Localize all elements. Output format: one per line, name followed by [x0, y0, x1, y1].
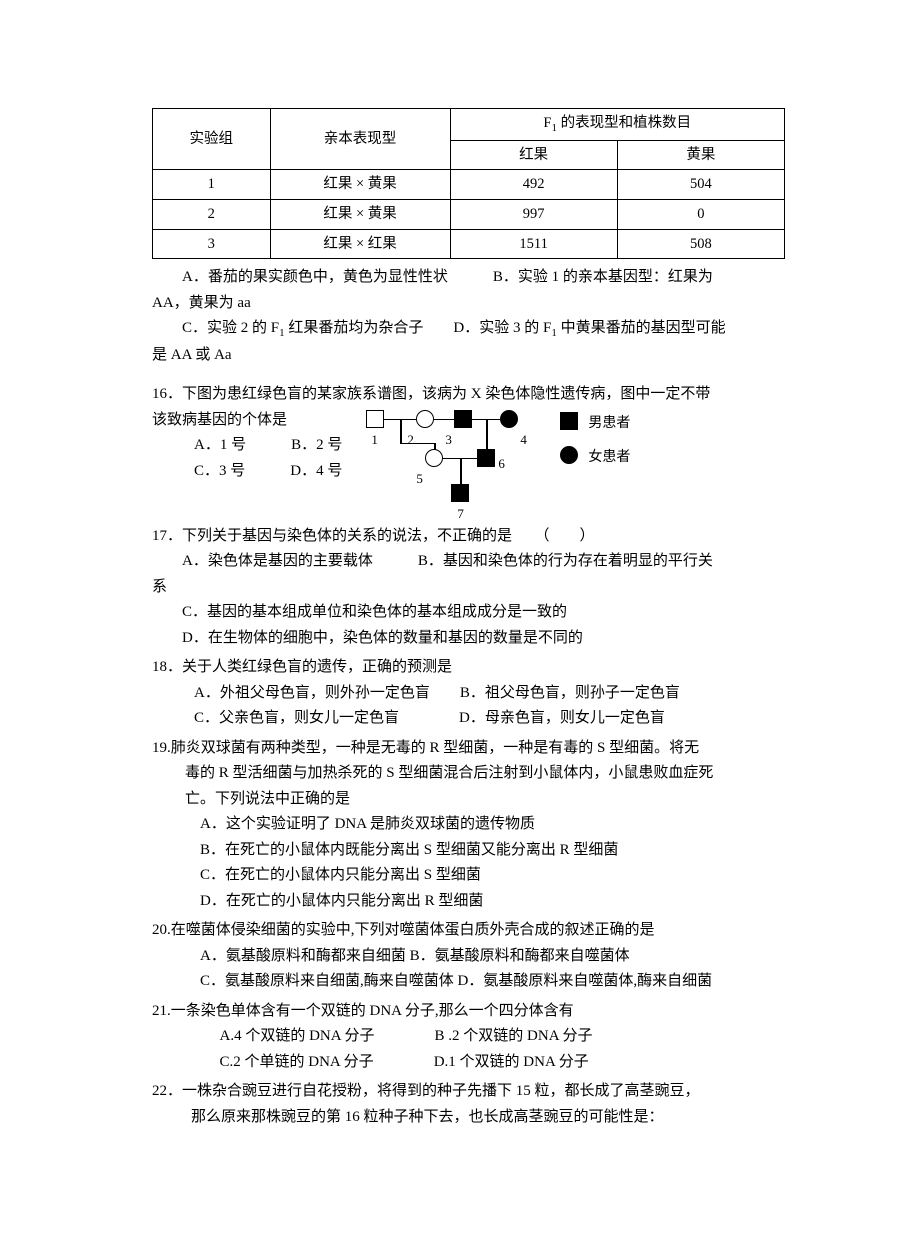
opt-a: A．番茄的果实颜色中，黄色为显性性状: [182, 269, 448, 285]
pedigree-label: 6: [498, 453, 505, 475]
opt-d: D．在生物体的细胞中，染色体的数量和基因的数量是不同的: [152, 626, 785, 652]
col-header-red: 红果: [450, 140, 617, 170]
question-17: 17．下列关于基因与染色体的关系的说法，不正确的是 （ ） A．染色体是基因的主…: [152, 524, 785, 652]
opt-b: B．基因和染色体的行为存在着明显的平行关: [418, 553, 713, 569]
opt-c: C．基因的基本组成单位和染色体的基本组成成分是一致的: [152, 600, 785, 626]
opt-d: D．在死亡的小鼠体内只能分离出 R 型细菌: [152, 889, 785, 915]
q18-stem: 18．关于人类红绿色盲的遗传，正确的预测是: [152, 655, 785, 681]
table-row: 2 红果 × 黄果 997 0: [153, 199, 785, 229]
opt-a: A．这个实验证明了 DNA 是肺炎双球菌的遗传物质: [152, 812, 785, 838]
data-table: 实验组 亲本表现型 F1 的表现型和植株数目 红果 黄果 1 红果 × 黄果 4…: [152, 108, 785, 259]
pedigree-diagram: 1 2 3 4 5 6 7: [360, 406, 670, 516]
opt-b: B．2 号: [291, 437, 342, 453]
pedigree-male-1: [366, 410, 384, 428]
q16-stem: 16．下图为患红绿色盲的某家族系谱图，该病为 X 染色体隐性遗传病，图中一定不带: [152, 382, 785, 408]
opt-a: A．氨基酸原料和酶都来自细菌: [200, 948, 406, 964]
q17-stem: 17．下列关于基因与染色体的关系的说法，不正确的是 （ ）: [152, 524, 785, 550]
legend-male-icon: [560, 412, 578, 430]
legend-female: 女患者: [588, 446, 630, 470]
question-15-options: A．番茄的果实颜色中，黄色为显性性状 B．实验 1 的亲本基因型：红果为 AA，…: [152, 265, 785, 368]
pedigree-male-7: [451, 484, 469, 502]
pedigree-female-2: [416, 410, 434, 428]
pedigree-label: 3: [445, 429, 452, 451]
pedigree-label: 2: [407, 429, 414, 451]
pedigree-label: 7: [457, 503, 464, 525]
q19-stem2: 毒的 R 型活细菌与加热杀死的 S 型细菌混合后注射到小鼠体内，小鼠患败血症死: [152, 761, 785, 787]
q20-stem: 20.在噬菌体侵染细菌的实验中,下列对噬菌体蛋白质外壳合成的叙述正确的是: [152, 918, 785, 944]
pedigree-label: 1: [371, 429, 378, 451]
opt-b: B．实验 1 的亲本基因型：红果为: [493, 269, 713, 285]
opt-d: D．氨基酸原料来自噬菌体,酶来自细菌: [458, 973, 713, 989]
question-21: 21.一条染色单体含有一个双链的 DNA 分子,那么一个四分体含有 A.4 个双…: [152, 999, 785, 1076]
opt-a: A．外祖父母色盲，则外孙一定色盲: [194, 685, 430, 701]
q19-stem3: 亡。下列说法中正确的是: [152, 787, 785, 813]
opt-d: D．4 号: [290, 463, 342, 479]
opt-c: C．3 号: [194, 463, 245, 479]
legend-female-icon: [560, 446, 578, 464]
col-header-yellow: 黄果: [617, 140, 784, 170]
opt-b: B．在死亡的小鼠体内既能分离出 S 型细菌又能分离出 R 型细菌: [152, 838, 785, 864]
opt-c: C.2 个单链的 DNA 分子: [220, 1054, 374, 1070]
pedigree-label: 5: [416, 468, 423, 490]
opt-c: C．氨基酸原料来自细菌,酶来自噬菌体: [200, 973, 454, 989]
opt-b: B．祖父母色盲，则孙子一定色盲: [460, 685, 680, 701]
question-19: 19.肺炎双球菌有两种类型，一种是无毒的 R 型细菌，一种是有毒的 S 型细菌。…: [152, 736, 785, 915]
opt-c: C．在死亡的小鼠体内只能分离出 S 型细菌: [152, 863, 785, 889]
question-22: 22．一株杂合豌豆进行自花授粉，将得到的种子先播下 15 粒，都长成了高茎豌豆，…: [152, 1079, 785, 1130]
q19-stem1: 19.肺炎双球菌有两种类型，一种是无毒的 R 型细菌，一种是有毒的 S 型细菌。…: [152, 736, 785, 762]
pedigree-label: 4: [520, 429, 527, 451]
q16-stem2: 该致病基因的个体是: [152, 408, 342, 434]
q22-stem2: 那么原来那株豌豆的第 16 粒种子种下去，也长成高茎豌豆的可能性是：: [152, 1105, 785, 1131]
opt-d: D．母亲色盲，则女儿一定色盲: [459, 710, 665, 726]
legend-male: 男患者: [588, 412, 630, 436]
opt-d-cont: 是 AA 或 Aa: [152, 343, 785, 369]
pedigree-female-5: [425, 449, 443, 467]
opt-c: C．实验 2 的 F1 红果番茄均为杂合子: [182, 320, 423, 336]
pedigree-male-6: [477, 449, 495, 467]
pedigree-male-3: [454, 410, 472, 428]
opt-a: A．1 号: [194, 437, 246, 453]
question-20: 20.在噬菌体侵染细菌的实验中,下列对噬菌体蛋白质外壳合成的叙述正确的是 A．氨…: [152, 918, 785, 995]
opt-d: D．实验 3 的 F1 中黄果番茄的基因型可能: [453, 320, 725, 336]
opt-d: D.1 个双链的 DNA 分子: [434, 1054, 589, 1070]
opt-a: A.4 个双链的 DNA 分子: [220, 1028, 375, 1044]
table-row: 1 红果 × 黄果 492 504: [153, 170, 785, 200]
opt-b-cont: AA，黄果为 aa: [152, 291, 785, 317]
col-header-parent: 亲本表现型: [270, 109, 450, 170]
opt-b-cont: 系: [152, 575, 785, 601]
question-18: 18．关于人类红绿色盲的遗传，正确的预测是 A．外祖父母色盲，则外孙一定色盲 B…: [152, 655, 785, 732]
opt-b: B．氨基酸原料和酶都来自噬菌体: [410, 948, 630, 964]
col-header-group: 实验组: [153, 109, 271, 170]
opt-c: C．父亲色盲，则女儿一定色盲: [194, 710, 399, 726]
pedigree-female-4: [500, 410, 518, 428]
col-header-f1: F1 的表现型和植株数目: [450, 109, 785, 141]
opt-b: B .2 个双链的 DNA 分子: [435, 1028, 593, 1044]
table-row: 3 红果 × 红果 1511 508: [153, 229, 785, 259]
opt-a: A．染色体是基因的主要载体: [182, 553, 373, 569]
q21-stem: 21.一条染色单体含有一个双链的 DNA 分子,那么一个四分体含有: [152, 999, 785, 1025]
question-16: 16．下图为患红绿色盲的某家族系谱图，该病为 X 染色体隐性遗传病，图中一定不带…: [152, 382, 785, 516]
q22-stem1: 22．一株杂合豌豆进行自花授粉，将得到的种子先播下 15 粒，都长成了高茎豌豆，: [152, 1079, 785, 1105]
